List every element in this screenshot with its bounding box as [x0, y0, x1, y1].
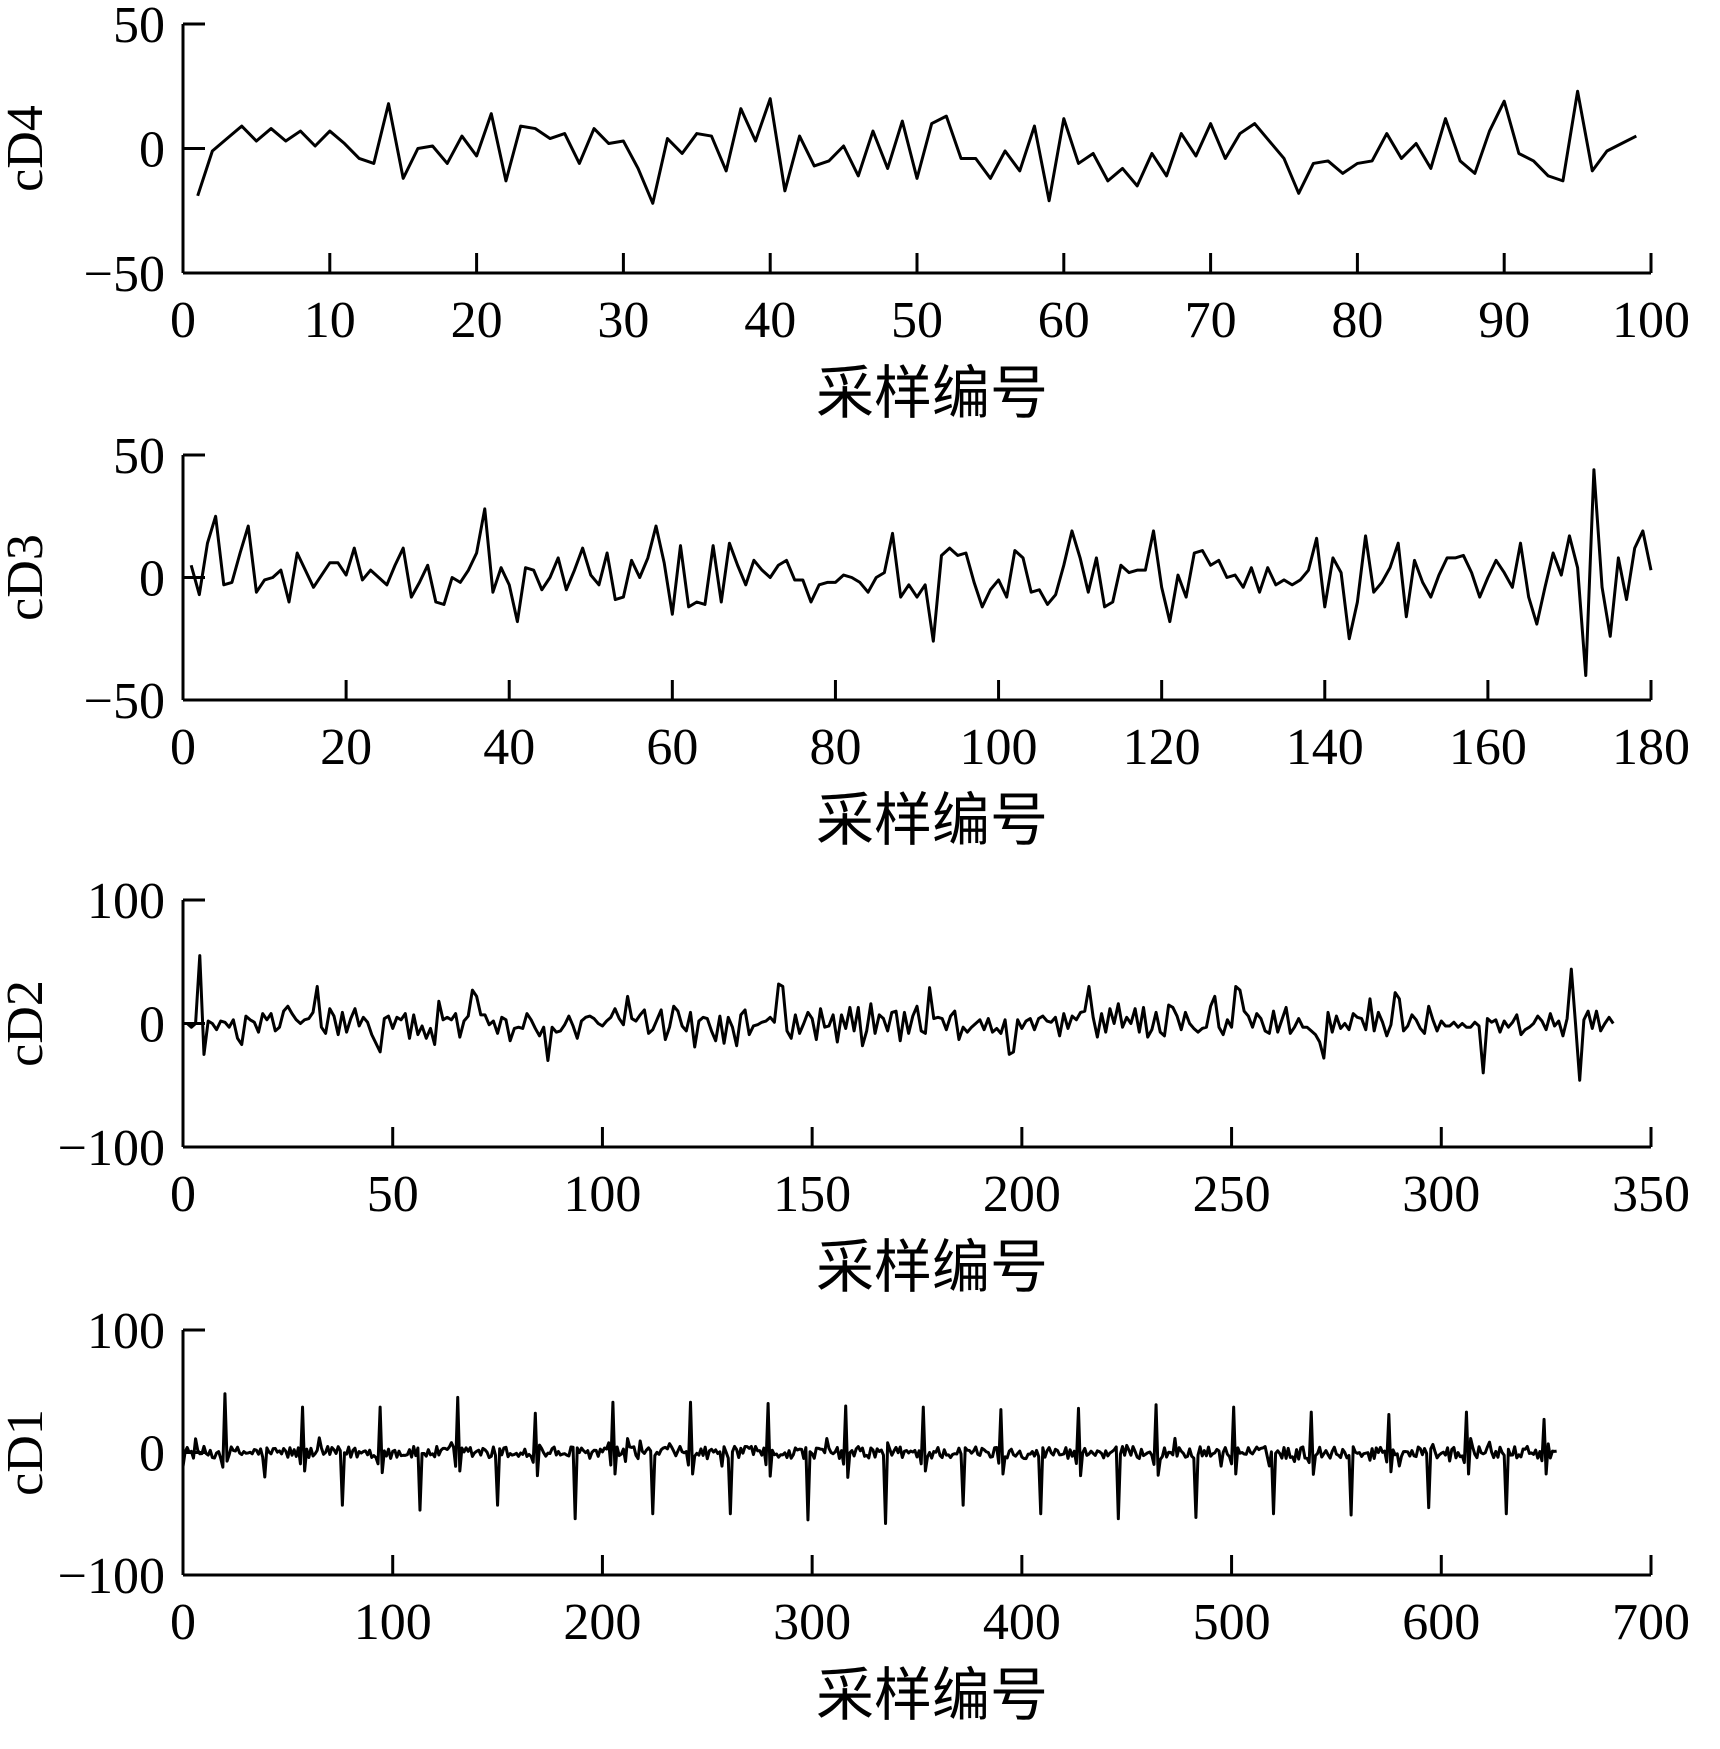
y-tick-label: 100	[87, 1303, 165, 1360]
x-tick-label: 140	[1286, 719, 1364, 776]
y-tick-label: −100	[58, 1120, 165, 1177]
x-tick-label: 0	[170, 719, 196, 776]
x-tick-label: 20	[320, 719, 372, 776]
x-tick-label: 80	[1331, 292, 1383, 349]
x-tick-label: 200	[983, 1166, 1061, 1223]
y-tick-label: 50	[113, 0, 165, 54]
x-tick-label: 150	[773, 1166, 851, 1223]
x-tick-label: 70	[1185, 292, 1237, 349]
x-tick-label: 10	[304, 292, 356, 349]
y-axis-label: cD1	[0, 1409, 54, 1496]
x-tick-label: 100	[960, 719, 1038, 776]
x-tick-label: 60	[1038, 292, 1090, 349]
y-axis-label: cD4	[0, 105, 54, 192]
x-tick-label: 100	[354, 1594, 432, 1651]
x-tick-label: 50	[367, 1166, 419, 1223]
x-axis-label: 采样编号	[816, 788, 1048, 853]
x-tick-label: 180	[1612, 719, 1690, 776]
y-tick-label: 50	[113, 428, 165, 485]
series-line-cd3	[189, 468, 1653, 677]
x-tick-label: 20	[451, 292, 503, 349]
x-tick-label: 50	[891, 292, 943, 349]
x-tick-label: 100	[563, 1166, 641, 1223]
x-tick-label: 200	[563, 1594, 641, 1651]
y-tick-label: 0	[139, 551, 165, 608]
series-line-cd1	[181, 1392, 1557, 1526]
x-axis-label: 采样编号	[816, 1663, 1048, 1728]
x-tick-label: 300	[1402, 1166, 1480, 1223]
x-tick-label: 40	[744, 292, 796, 349]
x-tick-label: 0	[170, 1594, 196, 1651]
x-tick-label: 60	[646, 719, 698, 776]
x-tick-label: 350	[1612, 1166, 1690, 1223]
x-tick-label: 0	[170, 1166, 196, 1223]
x-tick-label: 80	[809, 719, 861, 776]
x-tick-label: 600	[1402, 1594, 1480, 1651]
x-tick-label: 250	[1193, 1166, 1271, 1223]
series-line-cd4	[196, 89, 1638, 205]
x-tick-label: 30	[597, 292, 649, 349]
y-tick-label: 0	[139, 1426, 165, 1483]
x-tick-label: 100	[1612, 292, 1690, 349]
y-axis-label: cD2	[0, 980, 54, 1067]
x-tick-label: 500	[1193, 1594, 1271, 1651]
x-tick-label: 120	[1123, 719, 1201, 776]
x-tick-label: 90	[1478, 292, 1530, 349]
x-axis-label: 采样编号	[816, 1235, 1048, 1300]
x-tick-label: 700	[1612, 1594, 1690, 1651]
x-axis-label: 采样编号	[816, 361, 1048, 426]
y-tick-label: 0	[139, 997, 165, 1054]
y-tick-label: 0	[139, 122, 165, 179]
x-tick-label: 0	[170, 292, 196, 349]
y-tick-label: −100	[58, 1548, 165, 1605]
x-tick-label: 160	[1449, 719, 1527, 776]
x-tick-label: 300	[773, 1594, 851, 1651]
x-tick-label: 400	[983, 1594, 1061, 1651]
y-tick-label: 100	[87, 873, 165, 930]
series-line-cd2	[183, 954, 1615, 1082]
x-tick-label: 40	[483, 719, 535, 776]
y-tick-label: −50	[84, 246, 165, 303]
y-tick-label: −50	[84, 673, 165, 730]
y-axis-label: cD3	[0, 534, 54, 621]
